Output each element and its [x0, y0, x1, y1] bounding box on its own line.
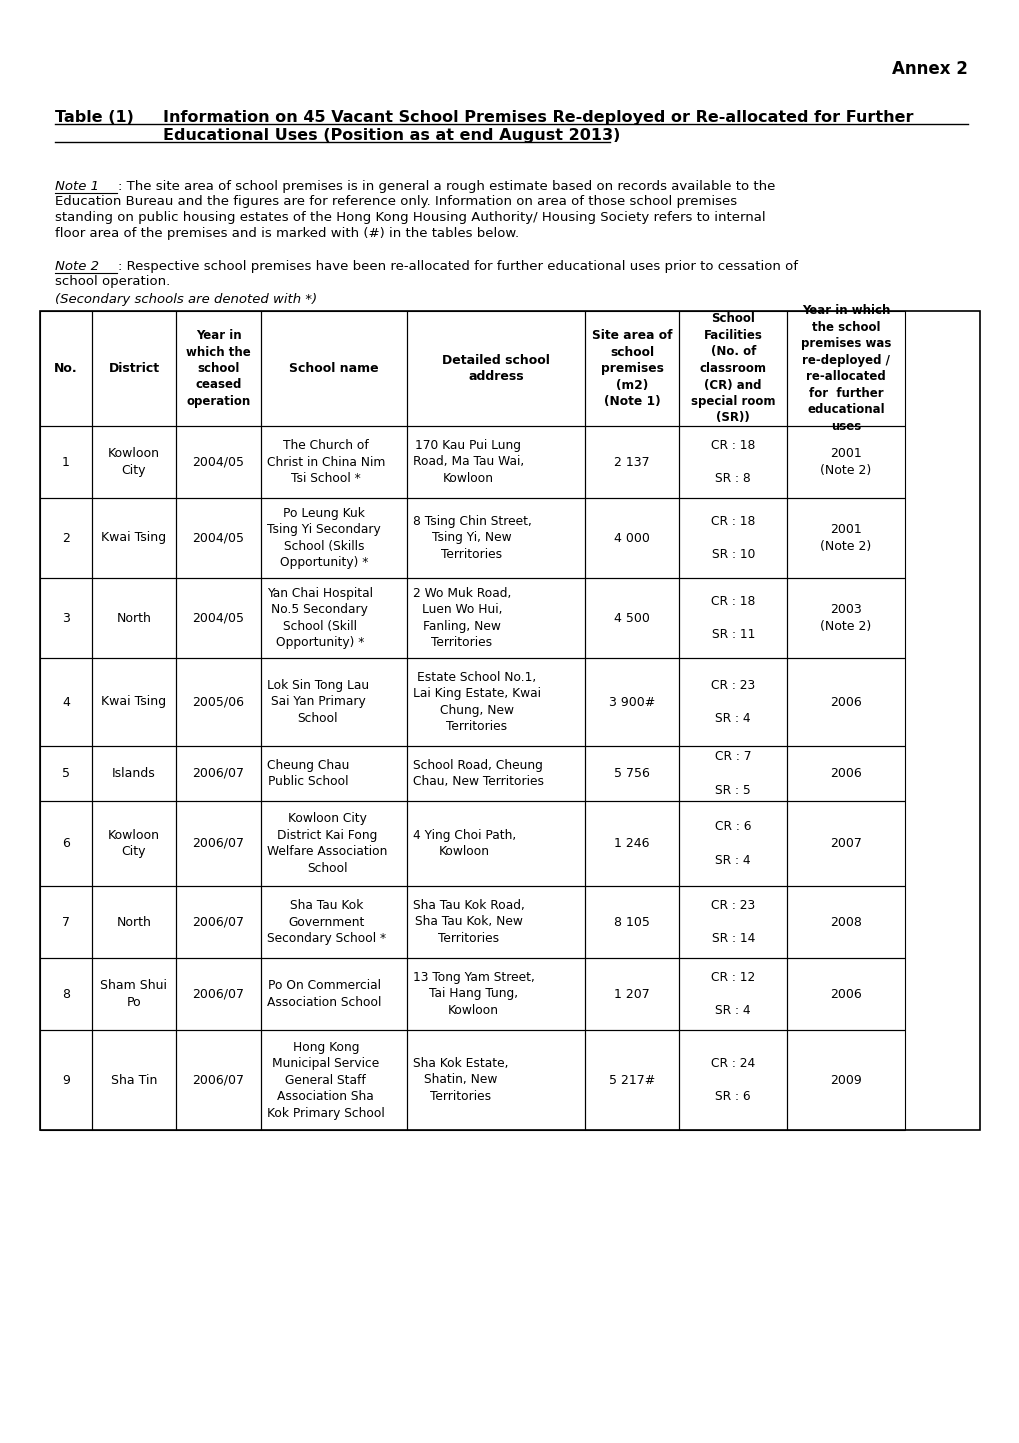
Text: Year in
which the
school
ceased
operation: Year in which the school ceased operatio…	[186, 329, 251, 408]
Bar	[40, 801, 92, 886]
Text: standing on public housing estates of the Hong Kong Housing Authority/ Housing S: standing on public housing estates of th…	[55, 211, 765, 224]
Text: Yan Chai Hospital
No.5 Secondary
School (Skill
Opportunity) *: Yan Chai Hospital No.5 Secondary School …	[267, 587, 373, 649]
Bar	[40, 312, 92, 426]
Text: The Church of
Christ in China Nim
Tsi School *: The Church of Christ in China Nim Tsi Sc…	[267, 439, 385, 485]
Text: 2001
(Note 2): 2001 (Note 2)	[819, 447, 871, 476]
Text: 8: 8	[62, 987, 69, 1000]
Text: 6: 6	[62, 837, 69, 850]
Bar	[92, 426, 176, 498]
Bar	[679, 958, 787, 1030]
Bar	[407, 886, 585, 958]
Text: 5 217#: 5 217#	[608, 1074, 654, 1087]
Text: 2008: 2008	[829, 915, 861, 928]
Bar	[787, 801, 904, 886]
Text: Kwai Tsing: Kwai Tsing	[101, 696, 166, 709]
Text: Year in which
the school
premises was
re-deployed /
re-allocated
for  further
ed: Year in which the school premises was re…	[800, 304, 891, 433]
Bar	[261, 1030, 407, 1130]
Text: Detailed school
address: Detailed school address	[441, 354, 549, 384]
Bar	[176, 746, 261, 801]
Text: CR : 7

SR : 5: CR : 7 SR : 5	[714, 750, 751, 797]
Bar	[407, 746, 585, 801]
Bar	[679, 1030, 787, 1130]
Text: 2 Wo Muk Road,
Luen Wo Hui,
Fanling, New
Territories: 2 Wo Muk Road, Luen Wo Hui, Fanling, New…	[413, 587, 511, 649]
Bar	[92, 579, 176, 658]
Text: Sha Tau Kok Road,
Sha Tau Kok, New
Territories: Sha Tau Kok Road, Sha Tau Kok, New Terri…	[413, 899, 524, 945]
Text: Information on 45 Vacant School Premises Re-deployed or Re-allocated for Further: Information on 45 Vacant School Premises…	[163, 110, 913, 126]
Bar	[92, 658, 176, 746]
Bar	[92, 801, 176, 886]
Bar	[679, 579, 787, 658]
Bar	[176, 801, 261, 886]
Text: 1 207: 1 207	[613, 987, 649, 1000]
Bar	[407, 801, 585, 886]
Text: 2006: 2006	[829, 768, 861, 781]
Text: (Secondary schools are denoted with *): (Secondary schools are denoted with *)	[55, 293, 317, 306]
Text: 8 Tsing Chin Street,
Tsing Yi, New
Territories: 8 Tsing Chin Street, Tsing Yi, New Terri…	[413, 515, 531, 561]
Bar	[176, 1030, 261, 1130]
Bar	[679, 886, 787, 958]
Text: District: District	[108, 362, 159, 375]
Bar	[585, 746, 679, 801]
Bar	[787, 498, 904, 579]
Text: school operation.: school operation.	[55, 276, 170, 289]
Text: Estate School No.1,
Lai King Estate, Kwai
Chung, New
Territories: Estate School No.1, Lai King Estate, Kwa…	[413, 671, 540, 733]
Bar	[261, 958, 407, 1030]
Text: 2006/07: 2006/07	[193, 915, 245, 928]
Bar	[787, 958, 904, 1030]
Bar	[40, 312, 979, 1130]
Text: 2003
(Note 2): 2003 (Note 2)	[819, 603, 871, 632]
Text: CR : 18

SR : 11: CR : 18 SR : 11	[710, 595, 755, 641]
Text: 8 105: 8 105	[613, 915, 649, 928]
Text: 13 Tong Yam Street,
Tai Hang Tung,
Kowloon: 13 Tong Yam Street, Tai Hang Tung, Kowlo…	[413, 971, 534, 1017]
Text: 2006/07: 2006/07	[193, 837, 245, 850]
Text: Hong Kong
Municipal Service
General Staff
Association Sha
Kok Primary School: Hong Kong Municipal Service General Staf…	[267, 1040, 384, 1120]
Bar	[40, 426, 92, 498]
Text: 2006/07: 2006/07	[193, 1074, 245, 1087]
Text: Sha Kok Estate,
Shatin, New
Territories: Sha Kok Estate, Shatin, New Territories	[413, 1058, 507, 1102]
Bar	[787, 1030, 904, 1130]
Bar	[787, 746, 904, 801]
Bar	[40, 746, 92, 801]
Text: : The site area of school premises is in general a rough estimate based on recor: : The site area of school premises is in…	[118, 180, 774, 193]
Bar	[407, 658, 585, 746]
Text: 2006: 2006	[829, 696, 861, 709]
Bar	[261, 746, 407, 801]
Text: Education Bureau and the figures are for reference only. Information on area of : Education Bureau and the figures are for…	[55, 195, 737, 208]
Bar	[261, 801, 407, 886]
Bar	[407, 426, 585, 498]
Text: : Respective school premises have been re-allocated for further educational uses: : Respective school premises have been r…	[118, 260, 797, 273]
Bar	[787, 426, 904, 498]
Bar	[261, 426, 407, 498]
Bar	[585, 426, 679, 498]
Text: Sha Tau Kok
Government
Secondary School *: Sha Tau Kok Government Secondary School …	[267, 899, 385, 945]
Bar	[40, 579, 92, 658]
Bar	[176, 426, 261, 498]
Text: Lok Sin Tong Lau
Sai Yan Primary
School: Lok Sin Tong Lau Sai Yan Primary School	[267, 680, 369, 724]
Bar	[585, 958, 679, 1030]
Text: CR : 23

SR : 4: CR : 23 SR : 4	[710, 680, 755, 724]
Bar	[679, 312, 787, 426]
Text: CR : 24

SR : 6: CR : 24 SR : 6	[710, 1058, 755, 1102]
Bar	[92, 886, 176, 958]
Text: 9: 9	[62, 1074, 69, 1087]
Text: 3 900#: 3 900#	[608, 696, 654, 709]
Text: 2006: 2006	[829, 987, 861, 1000]
Bar	[92, 312, 176, 426]
Text: 2009: 2009	[829, 1074, 861, 1087]
Bar	[679, 498, 787, 579]
Text: 2007: 2007	[829, 837, 861, 850]
Bar	[407, 1030, 585, 1130]
Text: Educational Uses (Position as at end August 2013): Educational Uses (Position as at end Aug…	[163, 128, 620, 143]
Text: School name: School name	[288, 362, 378, 375]
Bar	[176, 312, 261, 426]
Bar	[679, 658, 787, 746]
Text: CR : 12

SR : 4: CR : 12 SR : 4	[710, 971, 755, 1017]
Text: 1: 1	[62, 456, 69, 469]
Bar	[261, 312, 407, 426]
Bar	[176, 498, 261, 579]
Bar	[176, 658, 261, 746]
Text: Site area of
school
premises
(m2)
(Note 1): Site area of school premises (m2) (Note …	[591, 329, 672, 408]
Text: No.: No.	[54, 362, 77, 375]
Text: North: North	[116, 915, 151, 928]
Bar	[40, 658, 92, 746]
